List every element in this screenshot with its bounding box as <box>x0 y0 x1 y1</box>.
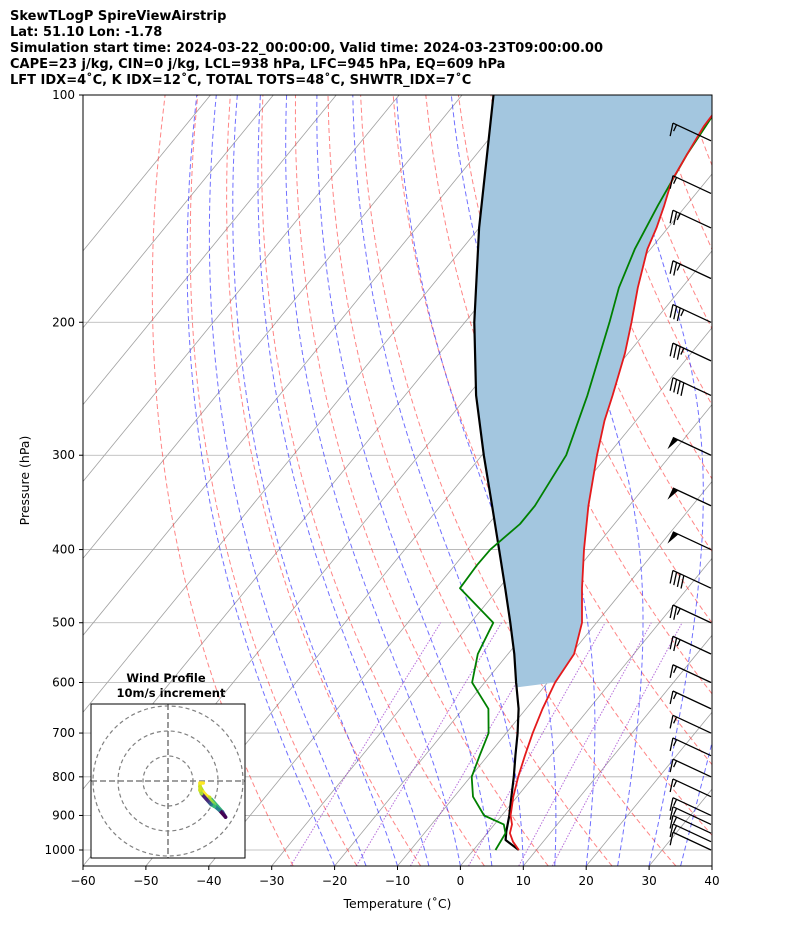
x-tick-label: −20 <box>322 874 347 888</box>
wind-barb <box>669 342 712 362</box>
x-tick-label: −10 <box>385 874 410 888</box>
moist-adiabat <box>186 95 336 866</box>
isotherm-gridline <box>83 95 400 483</box>
y-tick-label: 600 <box>52 676 75 690</box>
y-tick-label: 900 <box>52 808 75 822</box>
moist-adiabat <box>232 95 398 866</box>
x-tick-label: −40 <box>196 874 221 888</box>
wind-barb <box>669 569 712 589</box>
x-tick-label: 10 <box>516 874 531 888</box>
wind-barb <box>669 260 712 280</box>
dry-adiabat <box>523 95 712 553</box>
isotherm-gridline <box>334 403 712 866</box>
x-tick-label: 0 <box>457 874 465 888</box>
wind-barb <box>669 823 712 843</box>
dry-adiabat <box>392 95 712 836</box>
dry-adiabat <box>327 95 613 866</box>
isotherm-gridline <box>83 95 526 636</box>
hodograph-title: Wind Profile <box>126 671 206 685</box>
wind-barb <box>667 531 712 551</box>
y-tick-label: 700 <box>52 726 75 740</box>
plot-area <box>83 95 712 866</box>
y-tick-label: 100 <box>52 88 75 102</box>
moist-adiabat <box>257 95 430 866</box>
y-axis-label: Pressure (hPa) <box>17 436 32 526</box>
wind-barb <box>669 377 712 397</box>
y-tick-label: 500 <box>52 616 75 630</box>
cape-line: CAPE=23 j/kg, CIN=0 j/kg, LCL=938 hPa, L… <box>10 57 506 72</box>
wind-barb <box>669 831 712 851</box>
isotherm-gridline <box>585 711 712 866</box>
x-axis-label: Temperature (˚C) <box>343 896 452 911</box>
hodograph-subtitle: 10m/s increment <box>117 686 226 700</box>
wind-barb <box>669 604 712 624</box>
x-tick-label: −30 <box>259 874 284 888</box>
isotherm-gridline <box>460 557 712 866</box>
wind-barb <box>669 758 712 778</box>
moist-adiabat <box>613 95 704 866</box>
location-line: Lat: 51.10 Lon: -1.78 <box>10 25 163 40</box>
y-tick-label: 200 <box>52 315 75 329</box>
time-line: Simulation start time: 2024-03-22_00:00:… <box>10 41 603 56</box>
dry-adiabat <box>151 95 294 866</box>
x-tick-label: −50 <box>133 874 158 888</box>
x-tick-label: 20 <box>579 874 594 888</box>
y-tick-label: 1000 <box>44 843 75 857</box>
wind-barb <box>669 664 712 684</box>
dry-adiabat <box>226 95 422 866</box>
y-tick-label: 400 <box>52 543 75 557</box>
moist-adiabat <box>285 95 461 866</box>
wind-barb <box>669 806 712 826</box>
moist-adiabat <box>352 95 524 866</box>
x-tick-label: 30 <box>641 874 656 888</box>
wind-barb <box>669 635 712 655</box>
moist-adiabat <box>316 95 493 866</box>
cape-shading <box>474 95 712 688</box>
index-line: LFT IDX=4˚C, K IDX=12˚C, TOTAL TOTS=48˚C… <box>10 73 472 88</box>
mixing-ratio-line <box>518 622 652 866</box>
wind-barb <box>667 487 712 507</box>
y-tick-label: 800 <box>52 770 75 784</box>
wind-barb <box>667 436 712 456</box>
dry-adiabat <box>189 95 358 866</box>
wind-barb <box>669 122 712 142</box>
wind-barb <box>669 209 712 229</box>
mixing-ratio-line <box>551 622 683 866</box>
y-tick-label: 300 <box>52 448 75 462</box>
hodograph-frame <box>90 703 246 859</box>
wind-barb <box>669 303 712 323</box>
moist-adiabat <box>396 95 557 866</box>
isotherm-gridline <box>397 480 712 866</box>
wind-barb <box>669 737 712 757</box>
wind-barb <box>669 797 712 817</box>
isotherm-gridline <box>83 95 337 406</box>
isotherm-gridline <box>522 634 712 866</box>
wind-barb <box>669 690 712 710</box>
x-tick-label: 40 <box>704 874 719 888</box>
dewpoint-profile-line <box>459 115 712 851</box>
isotherm-gridline <box>83 95 211 252</box>
temperature-profile-line <box>509 113 712 851</box>
dry-adiabat <box>261 95 485 866</box>
isotherm-gridline <box>83 95 274 329</box>
x-tick-label: −60 <box>70 874 95 888</box>
wind-barb <box>669 714 712 734</box>
chart-title: SkewTLogP SpireViewAirstrip <box>10 9 227 24</box>
wind-barb <box>669 814 712 834</box>
moist-adiabat <box>208 95 367 866</box>
wind-barb <box>669 778 712 798</box>
isotherm-gridline <box>83 95 463 560</box>
chart-title-block: SkewTLogP SpireViewAirstrip Lat: 51.10 L… <box>10 9 603 89</box>
mixing-ratio-line <box>468 622 606 866</box>
wind-barb <box>669 175 712 194</box>
isotherm-gridline <box>145 173 712 866</box>
parcel-profile-line <box>473 95 520 851</box>
